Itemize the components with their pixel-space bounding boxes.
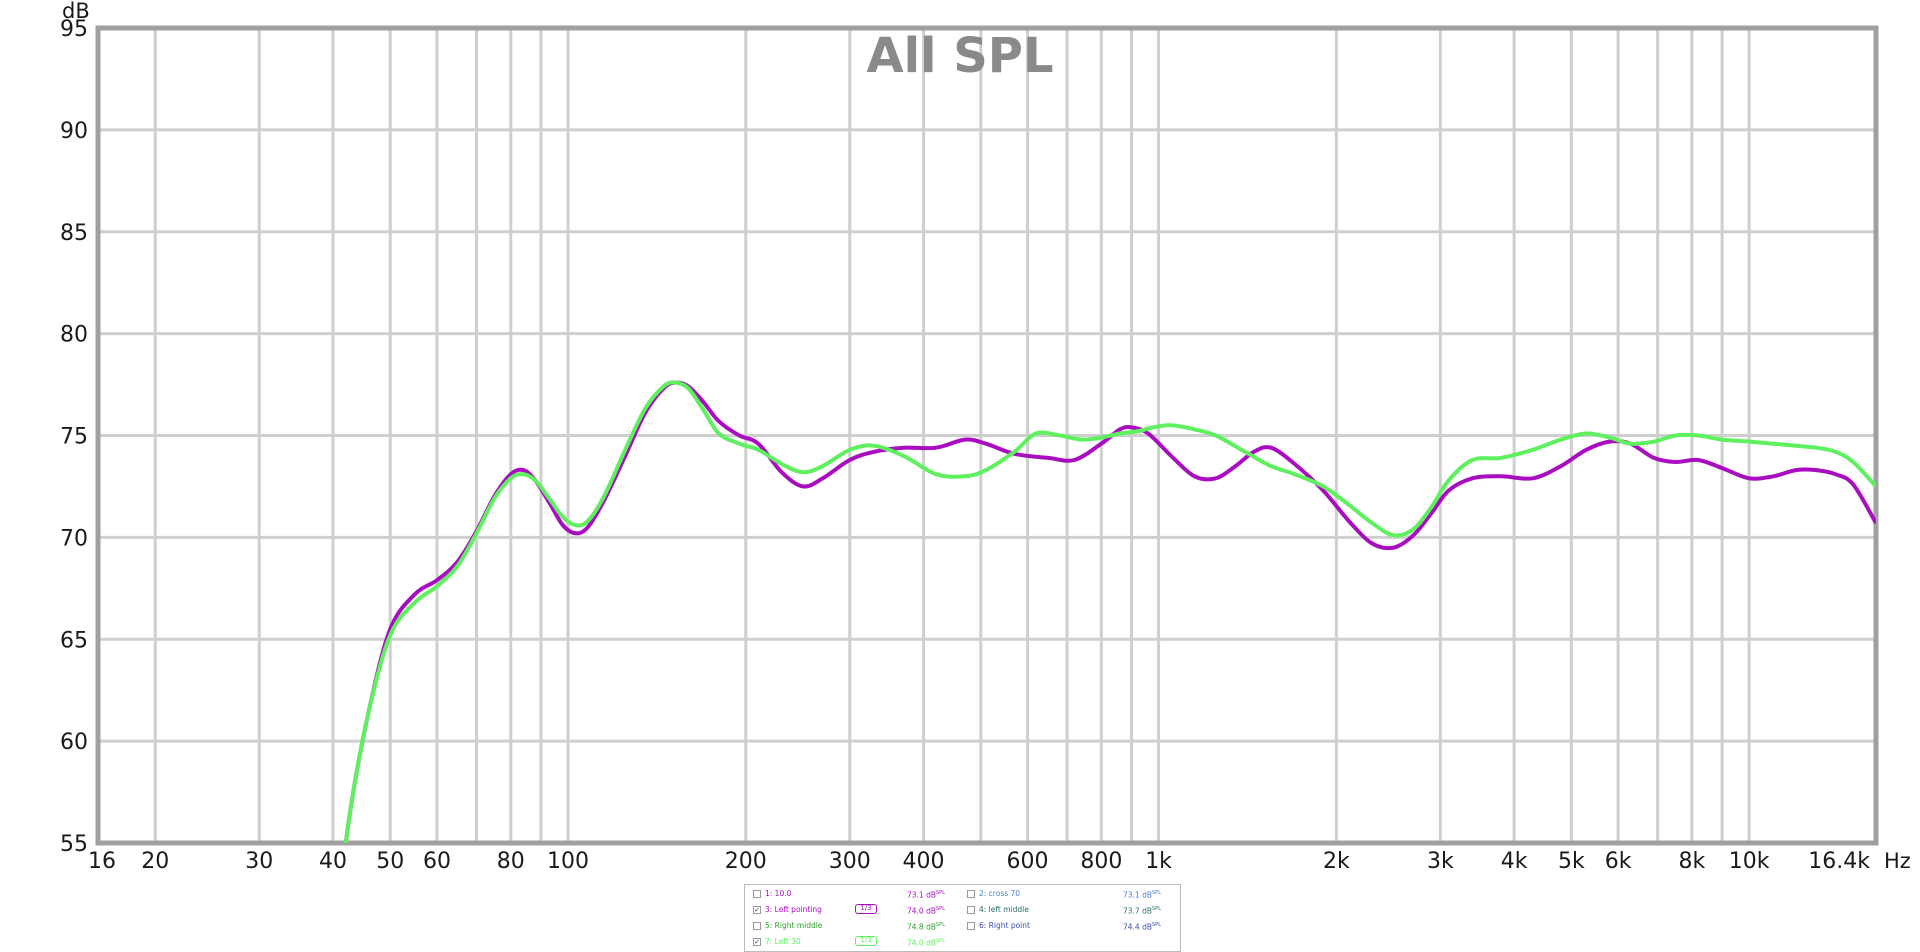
x-tick-labels: 16 20 30 40 50 60 80 100 200 300 400 600 800 1k 2k 3k 4k… (88, 849, 1870, 874)
smoothing-badge-3[interactable]: 1/3 (855, 904, 877, 914)
x-tick-label: 60 (423, 849, 451, 874)
x-tick-label: 16 (88, 849, 116, 874)
x-tick-label: 10k (1729, 849, 1770, 874)
legend: 1: 10.0 73.1 dBSPL 2: cross 70 73.1 dBSP… (744, 884, 1181, 952)
legend-checkbox-7[interactable]: ✓ (753, 938, 761, 946)
legend-label-2: 2: cross 70 (979, 889, 1021, 898)
y-tick-label: 75 (60, 425, 88, 450)
legend-item-3[interactable]: ✓ 3: Left pointing (753, 903, 822, 916)
legend-value-5: 74.8 dBSPL (907, 922, 945, 932)
x-tick-label: 40 (319, 849, 347, 874)
y-tick-label: 85 (60, 221, 88, 246)
y-axis-unit: dB (62, 0, 90, 23)
legend-label-7: 7: Left 30 (765, 937, 801, 946)
plot-frame (95, 25, 1879, 846)
x-tick-label: 6k (1605, 849, 1632, 874)
x-tick-label: 3k (1427, 849, 1454, 874)
legend-value-2: 73.1 dBSPL (1123, 890, 1161, 900)
x-tick-label: 20 (141, 849, 169, 874)
x-tick-label: 4k (1501, 849, 1528, 874)
x-tick-label: 5k (1558, 849, 1585, 874)
x-tick-label: 100 (547, 849, 589, 874)
legend-label-3: 3: Left pointing (765, 905, 822, 914)
legend-value-6: 74.4 dBSPL (1123, 922, 1161, 932)
series-line-2 (343, 380, 1876, 843)
legend-label-4: 4: left middle (979, 905, 1029, 914)
y-tick-labels: 55 60 65 70 75 80 85 90 95 (60, 17, 88, 857)
x-tick-label: 16.4k (1808, 849, 1870, 874)
series-line-1 (343, 380, 1876, 843)
x-tick-label: 600 (1007, 849, 1049, 874)
legend-checkbox-4[interactable] (967, 906, 975, 914)
legend-checkbox-6[interactable] (967, 922, 975, 930)
x-tick-label: 200 (725, 849, 767, 874)
x-tick-label: 800 (1080, 849, 1122, 874)
smoothing-badge-7[interactable]: 1/3 (855, 936, 877, 946)
legend-item-4[interactable]: 4: left middle (967, 903, 1029, 916)
legend-label-5: 5: Right middle (765, 921, 823, 930)
x-axis-unit: Hz (1884, 849, 1911, 873)
legend-checkbox-1[interactable] (753, 890, 761, 898)
x-tick-label: 300 (829, 849, 871, 874)
legend-item-6[interactable]: 6: Right point (967, 919, 1030, 932)
y-tick-label: 80 (60, 323, 88, 348)
spl-chart: All SPL dB Hz 55 60 65 70 75 80 85 90 95 16 20 30 4… (60, 0, 1911, 874)
y-tick-label: 95 (60, 17, 88, 42)
legend-checkbox-2[interactable] (967, 890, 975, 898)
legend-value-4: 73.7 dBSPL (1123, 906, 1161, 916)
x-tick-label: 80 (497, 849, 525, 874)
series-lines (343, 380, 1876, 843)
y-tick-label: 65 (60, 628, 88, 653)
legend-label-6: 6: Right point (979, 921, 1030, 930)
x-tick-label: 50 (376, 849, 404, 874)
y-tick-label: 90 (60, 119, 88, 144)
y-tick-label: 55 (60, 832, 88, 857)
legend-checkbox-3[interactable]: ✓ (753, 906, 761, 914)
legend-value-1: 73.1 dBSPL (907, 890, 945, 900)
x-tick-label: 8k (1679, 849, 1706, 874)
chart-title: All SPL (866, 28, 1053, 84)
x-tick-label: 30 (245, 849, 273, 874)
legend-item-7[interactable]: ✓ 7: Left 30 (753, 935, 801, 948)
legend-value-3: 74.0 dBSPL (907, 906, 945, 916)
legend-item-1[interactable]: 1: 10.0 (753, 887, 791, 900)
legend-label-1: 1: 10.0 (765, 889, 792, 898)
legend-checkbox-5[interactable] (753, 922, 761, 930)
y-tick-label: 70 (60, 526, 88, 551)
x-tick-label: 2k (1323, 849, 1350, 874)
legend-item-2[interactable]: 2: cross 70 (967, 887, 1020, 900)
y-tick-label: 60 (60, 730, 88, 755)
legend-value-7: 74.0 dBSPL (907, 938, 945, 948)
x-tick-label: 1k (1145, 849, 1172, 874)
x-tick-label: 400 (903, 849, 945, 874)
legend-item-5[interactable]: 5: Right middle (753, 919, 822, 932)
